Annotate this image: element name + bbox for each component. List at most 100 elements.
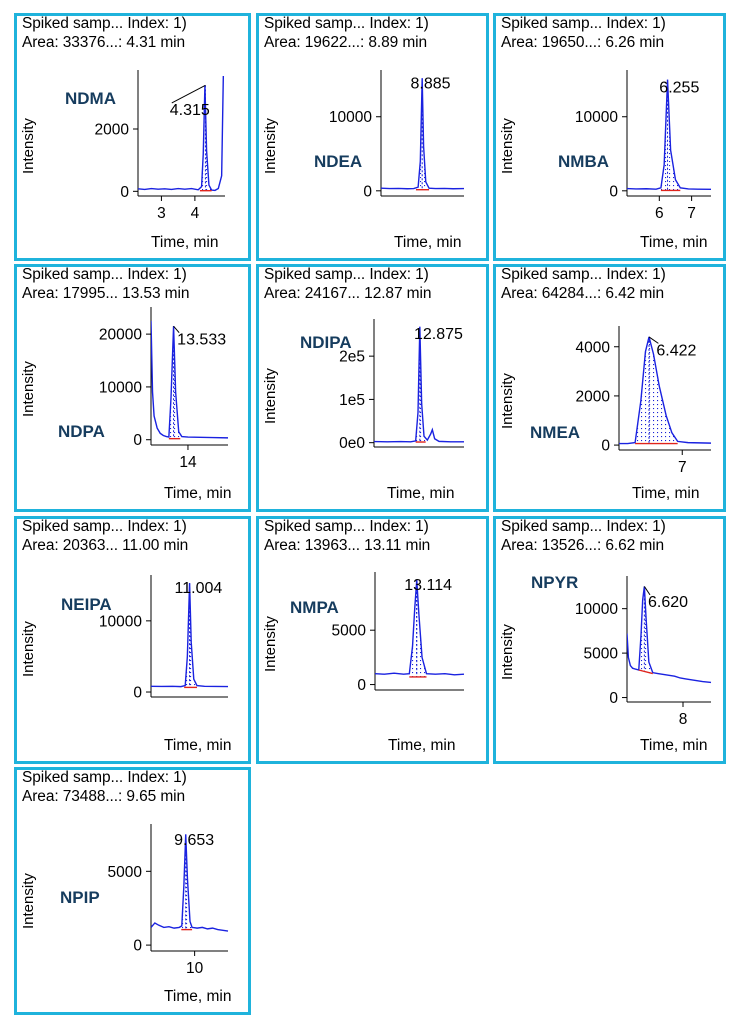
chart-plot: 0 10000 20000 14 13.533 [99, 307, 229, 471]
compound-label: NPIP [60, 888, 100, 907]
chart-subtitle: Area: 13963... 13.11 min [264, 537, 431, 554]
x-axis-label: Time, min [394, 234, 462, 251]
chart-title: Spiked samp... Index: 1) [22, 15, 187, 32]
y-tick-label: 2000 [95, 121, 130, 138]
chromatogram-trace [627, 586, 712, 684]
label-leader [643, 586, 651, 596]
chart-plot: 0 10000 8.885 [329, 70, 465, 200]
peak-label: 4.315 [170, 102, 210, 119]
x-axis-label: Time, min [164, 737, 232, 754]
chart-panel-npip: Spiked samp... Index: 1) Area: 73488...: … [14, 767, 251, 1015]
chart-panel-nmea: Spiked samp... Index: 1) Area: 64284...: … [493, 264, 726, 512]
chart-subtitle: Area: 24167... 12.87 min [264, 285, 432, 302]
y-tick-label: 1e5 [339, 392, 365, 409]
chart-panel-neipa: Spiked samp... Index: 1) Area: 20363... 1… [14, 516, 251, 764]
y-tick-label: 10000 [99, 379, 142, 396]
chart-plot: 0 5000 13.114 [332, 572, 465, 694]
chart-plot: 0 2000 4000 7 6.422 [576, 326, 712, 476]
chart-title: Spiked samp... Index: 1) [22, 266, 187, 283]
peak-label: 13.114 [404, 577, 452, 594]
y-tick-label: 4000 [576, 339, 611, 356]
compound-label: NDEA [314, 152, 363, 171]
y-tick-label: 2000 [576, 388, 611, 405]
y-tick-label: 5000 [584, 646, 619, 663]
x-tick-label: 8 [679, 711, 688, 728]
y-tick-label: 10000 [99, 613, 142, 630]
y-tick-label: 0 [120, 184, 129, 201]
x-tick-label: 6 [655, 205, 664, 222]
chart-panel-ndea: Spiked samp... Index: 1) Area: 19622...: … [256, 13, 489, 261]
label-leader [173, 325, 180, 334]
y-tick-label: 0 [133, 685, 142, 702]
chart-title: Spiked samp... Index: 1) [501, 15, 666, 32]
chart-subtitle: Area: 13526...: 6.62 min [501, 537, 665, 554]
peak-area [660, 79, 681, 191]
compound-label: NMPA [290, 598, 339, 617]
compound-label: NPYR [531, 573, 579, 592]
peak-label: 13.533 [177, 332, 226, 349]
chart-plot: 0 5000 10 9.653 [108, 824, 229, 977]
chromatogram-trace [151, 583, 229, 688]
compound-label: NDPA [58, 422, 105, 441]
chart-subtitle: Area: 33376...: 4.31 min [22, 34, 186, 51]
y-tick-label: 20000 [99, 327, 142, 344]
peak-area [168, 326, 181, 439]
chart-subtitle: Area: 19650...: 6.26 min [501, 34, 665, 51]
compound-label: NDMA [65, 89, 116, 108]
y-tick-label: 0 [601, 438, 610, 455]
x-tick-label: 10 [186, 960, 204, 977]
chromatogram-trace [375, 580, 465, 676]
y-tick-label: 10000 [575, 109, 618, 126]
x-axis-label: Time, min [632, 485, 700, 502]
peak-area [181, 834, 193, 930]
x-axis-label: Time, min [388, 737, 456, 754]
peak-label: 8.885 [410, 76, 450, 93]
x-axis-label: Time, min [387, 485, 455, 502]
y-tick-label: 0 [133, 938, 142, 955]
chromatogram-trace [381, 78, 465, 190]
peak-area [415, 78, 430, 190]
label-leader [648, 336, 659, 344]
x-tick-label: 7 [678, 459, 687, 476]
chart-subtitle: Area: 19622...: 8.89 min [264, 34, 428, 51]
y-tick-label: 0 [363, 183, 372, 200]
peak-label: 12.875 [414, 326, 463, 343]
chart-title: Spiked samp... Index: 1) [22, 518, 187, 535]
chart-subtitle: Area: 20363... 11.00 min [22, 537, 189, 554]
y-tick-label: 10000 [575, 601, 618, 618]
y-tick-label: 5000 [108, 864, 143, 881]
x-tick-label: 7 [687, 205, 696, 222]
chromatogram-trace [619, 336, 712, 445]
chart-plot: 0 5000 10000 8 6.620 [575, 576, 712, 728]
x-tick-label: 14 [179, 454, 197, 471]
chart-panel-npyr: Spiked samp... Index: 1) Area: 13526...: … [493, 516, 726, 764]
x-axis-label: Time, min [164, 485, 232, 502]
label-leader [171, 84, 206, 104]
chart-panel-nmpa: Spiked samp... Index: 1) Area: 13963... 1… [256, 516, 489, 764]
y-tick-label: 2e5 [339, 349, 365, 366]
chart-panel-ndma: Spiked samp... Index: 1) Area: 33376...: … [14, 13, 251, 261]
chart-title: Spiked samp... Index: 1) [264, 518, 429, 535]
chromatogram-trace [138, 75, 225, 192]
chart-plot: 0 10000 6 7 6.255 [575, 70, 712, 222]
chart-panel-nmba: Spiked samp... Index: 1) Area: 19650...: … [493, 13, 726, 261]
chromatogram-trace [151, 834, 229, 932]
chart-title: Spiked samp... Index: 1) [264, 15, 429, 32]
x-axis-label: Time, min [151, 234, 219, 251]
peak-area [409, 580, 427, 677]
chart-title: Spiked samp... Index: 1) [264, 266, 429, 283]
y-tick-label: 5000 [332, 623, 367, 640]
x-axis-label: Time, min [164, 988, 232, 1005]
compound-label: NMBA [558, 152, 609, 171]
chart-title: Spiked samp... Index: 1) [22, 769, 187, 786]
peak-label: 6.255 [659, 79, 699, 96]
y-tick-label: 0e0 [339, 435, 365, 452]
chart-panel-ndipa: Spiked samp... Index: 1) Area: 24167... 1… [256, 264, 489, 512]
y-tick-label: 0 [357, 677, 366, 694]
peak-label: 6.620 [648, 594, 688, 611]
y-tick-label: 0 [133, 432, 142, 449]
compound-label: NDIPA [300, 333, 352, 352]
x-axis-label: Time, min [640, 737, 708, 754]
peak-label: 6.422 [656, 342, 696, 359]
chart-subtitle: Area: 17995... 13.53 min [22, 285, 190, 302]
